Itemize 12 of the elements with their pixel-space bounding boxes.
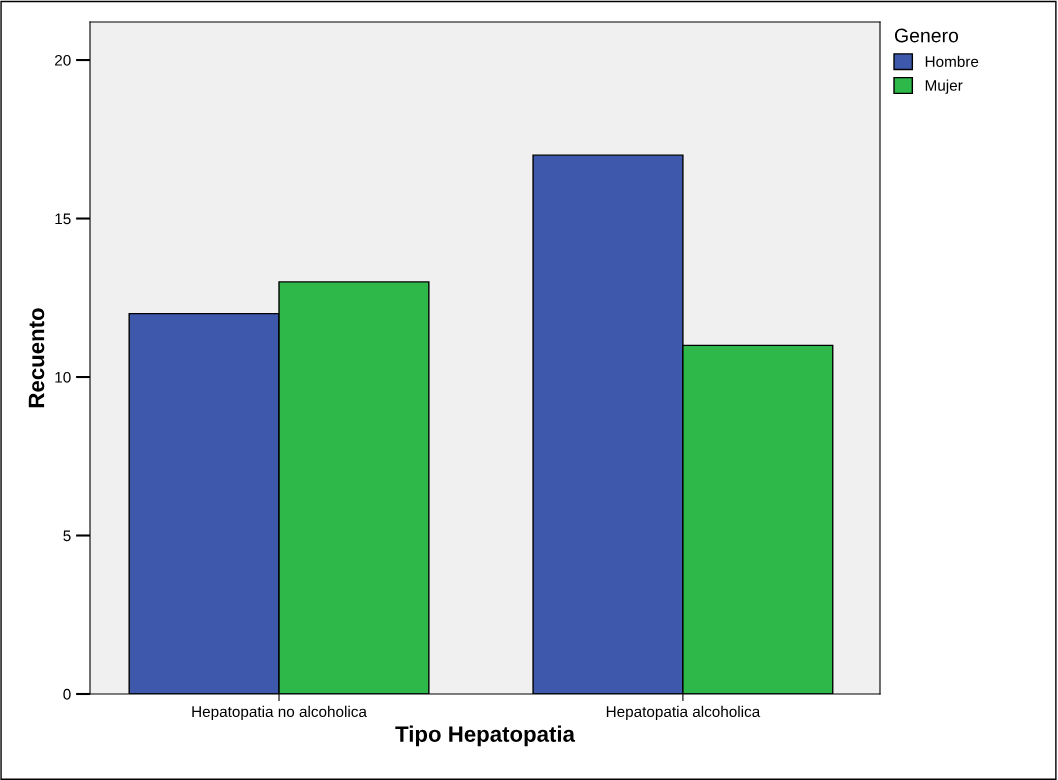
y-axis-title: Recuento <box>28 308 45 408</box>
legend-label: Mujer <box>925 79 963 94</box>
y-tick-label: 0 <box>63 688 71 700</box>
y-tick-label: 10 <box>55 371 71 383</box>
y-tick-label: 5 <box>63 530 71 542</box>
legend-label: Hombre <box>925 55 979 68</box>
y-tick-label: 20 <box>55 54 71 66</box>
legend-title: Genero <box>894 28 959 43</box>
x-tick-label: Hepatopatia no alcoholica <box>192 705 367 721</box>
x-tick-label: Hepatopatia alcoholica <box>606 705 761 721</box>
y-tick-label: 15 <box>55 213 71 225</box>
x-axis-title: Tipo Hepatopatia <box>395 725 576 747</box>
